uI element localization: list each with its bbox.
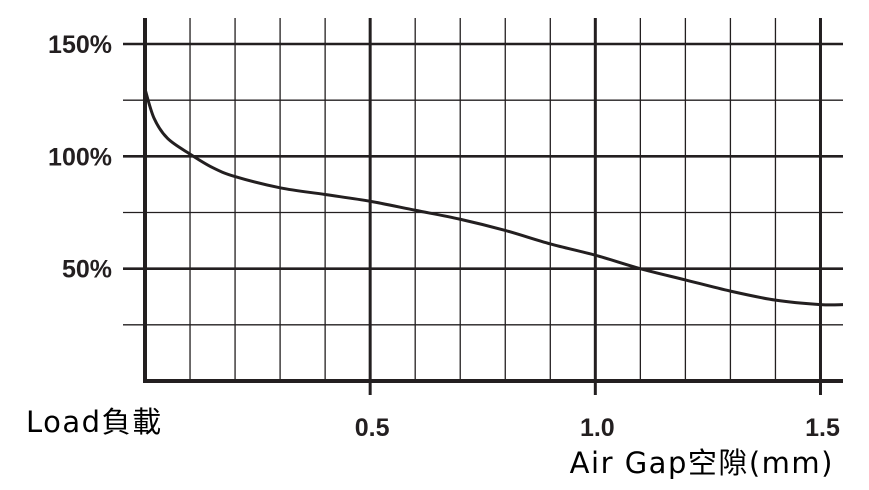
series-layer (143, 88, 844, 307)
x-tick-label-1-0: 1.0 (580, 414, 615, 442)
series-line (143, 88, 844, 307)
y-tick-label-100: 100% (48, 143, 112, 171)
x-axis-title: Air Gap空隙(mm) (570, 446, 834, 480)
x-tick-label-0-5: 0.5 (355, 414, 390, 442)
x-tick-labels: 0.5 1.0 1.5 (355, 414, 840, 442)
y-tick-labels: 50% 100% 150% (48, 31, 112, 284)
y-tick-label-50: 50% (62, 256, 112, 284)
axes (143, 18, 843, 383)
y-axis-title: Load負載 (26, 405, 163, 439)
x-tick-label-1-5: 1.5 (805, 414, 840, 442)
y-tick-label-150: 150% (48, 31, 112, 59)
grid-lines (123, 18, 843, 395)
